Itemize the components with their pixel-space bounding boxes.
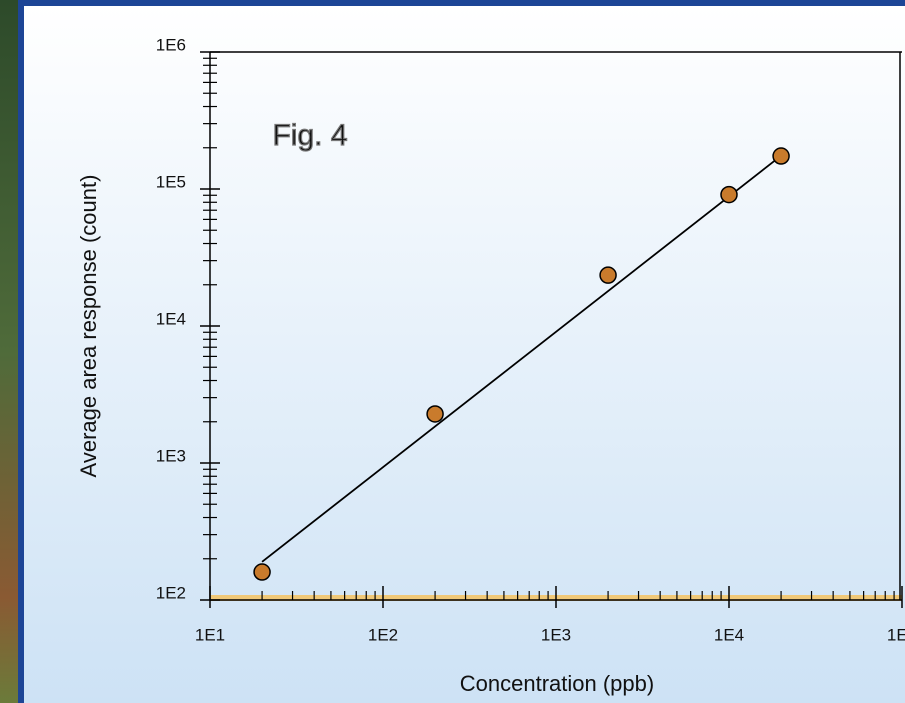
y-tick-label: 1E3 xyxy=(156,446,186,465)
x-tick-label: 1E5 xyxy=(887,625,905,644)
y-tick-label: 1E2 xyxy=(156,583,186,602)
y-tick-label: 1E5 xyxy=(156,172,186,191)
data-point xyxy=(720,185,738,204)
fit-line xyxy=(261,154,782,563)
x-axis-title: Concentration (ppb) xyxy=(460,671,654,696)
data-point xyxy=(599,266,617,284)
y-tick-label: 1E4 xyxy=(156,309,186,328)
data-point xyxy=(253,563,271,581)
data-point xyxy=(772,147,790,165)
x-tick-label: 1E4 xyxy=(714,625,744,644)
x-tick-label: 1E1 xyxy=(195,625,225,644)
plot-background xyxy=(24,6,905,703)
y-axis-title: Average area response (count) xyxy=(76,175,101,478)
y-tick-label: 1E6 xyxy=(156,35,186,54)
annotation: Fig. 4 xyxy=(272,119,347,152)
x-tick-label: 1E3 xyxy=(541,625,571,644)
data-point xyxy=(426,405,444,423)
x-tick-label: 1E2 xyxy=(368,625,398,644)
photo-strip xyxy=(0,0,18,703)
